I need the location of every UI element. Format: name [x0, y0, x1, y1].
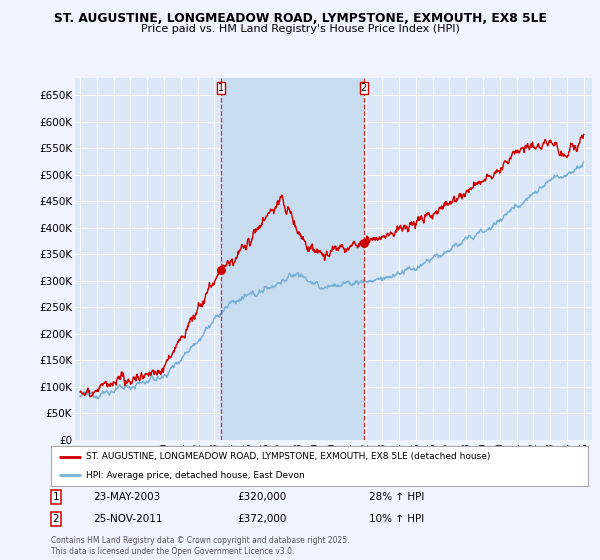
Text: 2: 2	[361, 83, 367, 93]
Text: HPI: Average price, detached house, East Devon: HPI: Average price, detached house, East…	[86, 471, 305, 480]
Text: £372,000: £372,000	[237, 514, 286, 524]
Text: £320,000: £320,000	[237, 492, 286, 502]
Text: 10% ↑ HPI: 10% ↑ HPI	[369, 514, 424, 524]
Text: ST. AUGUSTINE, LONGMEADOW ROAD, LYMPSTONE, EXMOUTH, EX8 5LE: ST. AUGUSTINE, LONGMEADOW ROAD, LYMPSTON…	[53, 12, 547, 25]
Text: 1: 1	[52, 492, 59, 502]
Text: 23-MAY-2003: 23-MAY-2003	[93, 492, 160, 502]
Text: Price paid vs. HM Land Registry's House Price Index (HPI): Price paid vs. HM Land Registry's House …	[140, 24, 460, 34]
Bar	[221, 78, 364, 440]
Text: 28% ↑ HPI: 28% ↑ HPI	[369, 492, 424, 502]
Text: 1: 1	[218, 83, 224, 93]
Text: ST. AUGUSTINE, LONGMEADOW ROAD, LYMPSTONE, EXMOUTH, EX8 5LE (detached house): ST. AUGUSTINE, LONGMEADOW ROAD, LYMPSTON…	[86, 452, 490, 461]
Text: Contains HM Land Registry data © Crown copyright and database right 2025.
This d: Contains HM Land Registry data © Crown c…	[51, 536, 349, 556]
Text: 2: 2	[52, 514, 59, 524]
Text: 25-NOV-2011: 25-NOV-2011	[93, 514, 163, 524]
